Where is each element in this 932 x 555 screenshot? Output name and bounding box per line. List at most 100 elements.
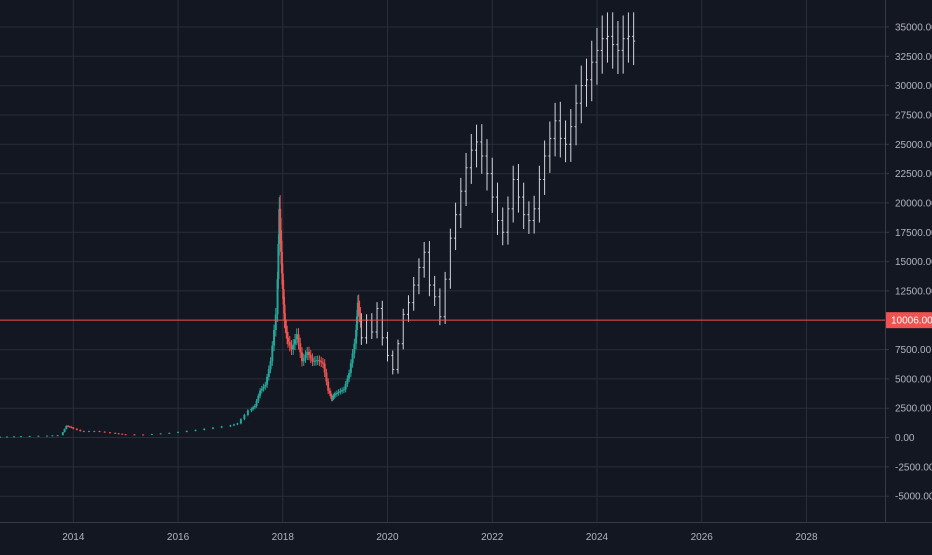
price-candle-body — [300, 352, 303, 362]
price-candle-body — [255, 400, 258, 406]
price-candle-body — [311, 358, 314, 362]
price-candle-body — [12, 436, 15, 438]
price-candle-body — [65, 425, 68, 429]
price-candle-body — [232, 424, 235, 426]
price-candle-body — [283, 304, 286, 321]
price-candle-body — [351, 353, 354, 364]
price-candle-body — [133, 434, 136, 436]
price-candle-body — [356, 302, 359, 317]
price-candle-body — [337, 391, 340, 393]
x-axis[interactable]: 2014 2016 2018 2020 2022 2024 2026 2028 — [0, 522, 932, 544]
x-tick-label: 2028 — [795, 532, 818, 543]
price-candle-body — [271, 345, 274, 362]
price-candle-body — [346, 378, 349, 384]
price-candle-body — [239, 419, 242, 424]
price-candle-body — [295, 334, 298, 340]
price-line-group: 10006.00 — [0, 312, 932, 329]
x-tick-label: 2014 — [62, 532, 85, 543]
price-candle-body — [243, 414, 246, 420]
price-candle-body — [88, 431, 91, 433]
price-candle-body — [61, 432, 64, 436]
price-candle-body — [331, 397, 334, 399]
price-candle-body — [250, 408, 253, 411]
price-candle-body — [46, 435, 49, 437]
y-tick-label: 12500.00 — [895, 286, 932, 297]
price-candle-body — [314, 360, 317, 362]
price-line-label-bg — [886, 312, 932, 329]
price-candle-body — [142, 434, 145, 436]
price-candle-body — [93, 431, 96, 433]
price-candle-body — [259, 390, 262, 396]
x-tick-label: 2022 — [481, 532, 504, 543]
price-candle-body — [355, 316, 358, 331]
price-candle-body — [114, 432, 117, 434]
price-candle-body — [353, 343, 356, 354]
y-tick-label: 2500.00 — [895, 404, 932, 415]
y-tick-label: 15000.00 — [895, 257, 932, 268]
price-candle-body — [63, 428, 66, 433]
price-candle-body — [355, 330, 358, 344]
price-candle-body — [103, 431, 106, 433]
y-tick-label: 5000.00 — [895, 374, 932, 385]
price-candle-body — [334, 394, 337, 396]
x-tick-label: 2020 — [376, 532, 399, 543]
price-candle-body — [329, 393, 332, 397]
y-tick-label: 0.00 — [895, 433, 915, 444]
price-candle-body — [98, 431, 101, 433]
price-candle-body — [357, 302, 360, 309]
price-candle-body — [313, 360, 316, 362]
price-candle-body — [67, 425, 70, 427]
y-tick-label: 20000.00 — [895, 198, 932, 209]
price-candle-body — [344, 383, 347, 390]
price-candle-body — [159, 433, 162, 435]
price-candle-body — [342, 389, 345, 391]
y-tick-label: -2500.00 — [895, 462, 932, 473]
y-tick-label: 35000.00 — [895, 22, 932, 33]
price-candle-body — [56, 435, 59, 437]
price-candle-body — [124, 434, 127, 436]
y-tick-label: 32500.00 — [895, 52, 932, 63]
price-candle-body — [330, 396, 333, 399]
price-candle-body — [194, 429, 197, 431]
price-candle-body — [108, 432, 111, 434]
price-candle-body — [284, 320, 287, 327]
candles — [0, 12, 636, 438]
price-candle-body — [335, 392, 338, 395]
price-candle-body — [333, 395, 336, 397]
y-tick-label: 27500.00 — [895, 110, 932, 121]
price-candle-body — [203, 428, 206, 430]
price-candle-body — [302, 358, 305, 362]
price-candle-body — [252, 407, 255, 409]
y-tick-label: 30000.00 — [895, 81, 932, 92]
y-tick-label: 17500.00 — [895, 228, 932, 239]
price-candle-body — [348, 373, 351, 379]
y-axis[interactable]: 35000.00 32500.00 30000.00 27500.00 25000.00… — [885, 0, 932, 522]
price-candle-body — [79, 429, 82, 432]
price-candle-body — [349, 363, 352, 374]
price-candle-body — [236, 423, 239, 425]
price-candle-body — [328, 390, 331, 394]
price-candle-body — [168, 432, 171, 434]
y-tick-label: 25000.00 — [895, 140, 932, 151]
price-candle-body — [82, 431, 85, 433]
price-candle-body — [306, 351, 309, 356]
price-candle-body — [51, 435, 54, 437]
price-candle-body — [323, 363, 326, 373]
price-candle-body — [358, 308, 361, 315]
price-candle-body — [229, 425, 232, 427]
price-candle-body — [288, 341, 291, 346]
price-candle-body — [286, 331, 289, 338]
price-candle-body — [5, 436, 8, 438]
price-candle-body — [320, 361, 323, 363]
x-tick-label: 2024 — [586, 532, 609, 543]
price-candle-body — [282, 288, 285, 305]
price-candle-body — [327, 381, 330, 391]
price-candle-body — [341, 390, 344, 392]
price-candle-body — [309, 355, 312, 359]
price-candle-body — [339, 391, 342, 393]
price-candle-body — [37, 435, 40, 437]
y-tick-label: 7500.00 — [895, 345, 932, 356]
